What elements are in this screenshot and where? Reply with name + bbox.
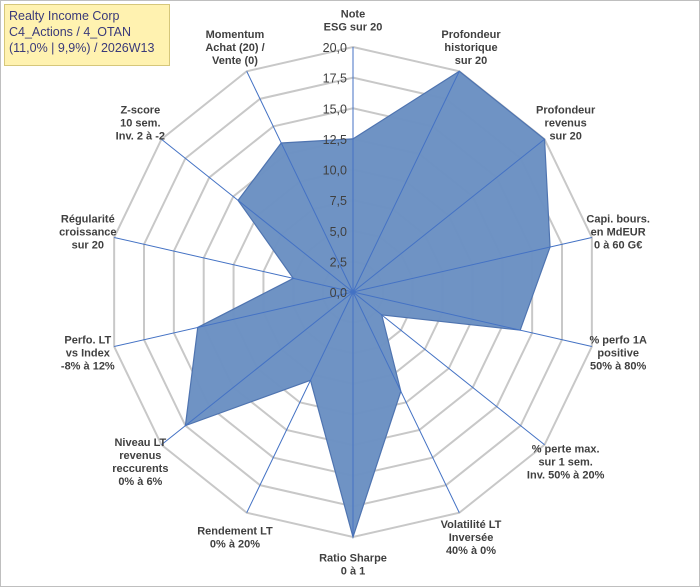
axis-label-line: reccurents: [112, 463, 168, 475]
axis-spoke: [161, 291, 354, 446]
axis-label: Perfo. LT vs Index -8% à 12%: [61, 335, 115, 373]
radial-tick-label: 2,5: [330, 255, 347, 269]
axis-label-line: Ratio Sharpe: [319, 553, 387, 565]
axis-label-line: 0% à 6%: [118, 476, 162, 488]
axis-spoke: [352, 71, 460, 293]
axis-label-line: 0 à 60 G€: [594, 239, 642, 251]
axis-spoke: [161, 138, 354, 293]
tick-layer: 0,0 2,5 5,0 7,5 10,0 12,5 15,0 17,5 20,0: [323, 41, 347, 300]
axis-spoke: [246, 291, 354, 513]
axis-label: Profondeur historique sur 20: [441, 29, 501, 67]
axis-label-line: en MdEUR: [591, 226, 646, 238]
axis-label: Z-score 10 sem. Inv. 2 à -2: [116, 104, 165, 142]
axis-label-line: 10 sem.: [120, 117, 160, 129]
axis-spoke: [352, 291, 592, 348]
axis-label-line: revenus: [119, 450, 161, 462]
axis-label-line: positive: [597, 348, 639, 360]
axis-label-line: Volatilité LT: [441, 519, 502, 531]
axis-label-line: Inv. 2 à -2: [116, 130, 165, 142]
axis-label-line: Profondeur: [536, 104, 596, 116]
axis-spoke: [114, 236, 354, 293]
axis-label-line: 0% à 20%: [210, 539, 260, 551]
axis-label-line: Perfo. LT: [64, 335, 111, 347]
axis-spoke: [352, 138, 545, 293]
axis-label: Profondeur revenus sur 20: [536, 104, 596, 142]
title-line: Realty Income Corp: [9, 9, 120, 23]
axis-spoke: [352, 236, 592, 293]
axis-label-line: Inv. 50% à 20%: [527, 470, 605, 482]
radial-tick-label: 5,0: [330, 225, 347, 239]
radial-tick-label: 20,0: [323, 41, 347, 55]
axis-label: Momentum Achat (20) / Vente (0): [205, 29, 264, 67]
axis-label-line: vs Index: [66, 348, 111, 360]
axis-label: Rendement LT 0% à 20%: [197, 526, 273, 551]
axis-label-line: Capi. bours.: [586, 213, 650, 225]
axis-label-line: croissance: [59, 226, 116, 238]
axis-label: Volatilité LT Inversée 40% à 0%: [441, 519, 502, 557]
title-box: Realty Income Corp C4_Actions / 4_OTAN (…: [4, 4, 170, 66]
axis-label-line: Profondeur: [441, 29, 501, 41]
axis-label-line: Momentum: [206, 29, 265, 41]
axis-label-line: Régularité: [61, 213, 115, 225]
axis-label-line: Rendement LT: [197, 526, 273, 538]
radial-tick-label: 12,5: [323, 133, 347, 147]
radial-tick-label: 15,0: [323, 102, 347, 116]
axis-label-line: Inversée: [449, 532, 494, 544]
axis-label-line: sur 20: [549, 130, 581, 142]
axis-spoke: [114, 291, 354, 348]
spoke-layer: [114, 47, 592, 537]
axis-label: Régularité croissance sur 20: [59, 213, 116, 251]
axis-label-line: sur 20: [72, 239, 104, 251]
axis-label-line: historique: [444, 42, 497, 54]
axis-label: Ratio Sharpe 0 à 1: [319, 553, 387, 578]
axis-label: Niveau LT revenus reccurents 0% à 6%: [112, 437, 168, 488]
radial-tick-label: 7,5: [330, 194, 347, 208]
axis-label-line: 50% à 80%: [590, 361, 646, 373]
period-line: (11,0% | 9,9%) / 2026W13: [9, 41, 155, 55]
axis-label-line: Achat (20) /: [205, 42, 264, 54]
axis-label: Capi. bours. en MdEUR 0 à 60 G€: [586, 213, 650, 251]
axis-label-line: Niveau LT: [114, 437, 166, 449]
axis-label-line: 0 à 1: [341, 566, 365, 578]
radial-tick-label: 10,0: [323, 164, 347, 178]
axis-label-line: % perfo 1A: [589, 335, 647, 347]
radial-tick-label: 17,5: [323, 72, 347, 86]
subtitle-line: C4_Actions / 4_OTAN: [9, 25, 132, 39]
axis-label-line: sur 1 sem.: [538, 457, 592, 469]
axis-label-line: Z-score: [120, 104, 160, 116]
axis-label-line: 40% à 0%: [446, 545, 496, 557]
axis-label-line: sur 20: [455, 55, 487, 67]
axis-label-line: revenus: [545, 117, 587, 129]
axis-label-line: ESG sur 20: [324, 22, 383, 34]
axis-spoke: [246, 71, 354, 293]
axis-label-line: Vente (0): [212, 55, 258, 67]
axis-spoke: [352, 291, 460, 513]
axis-label-line: -8% à 12%: [61, 361, 115, 373]
axis-label-line: % perte max.: [532, 444, 600, 456]
axis-label: % perfo 1A positive 50% à 80%: [589, 335, 647, 373]
axis-spoke: [352, 291, 545, 446]
axis-label-line: Note: [341, 9, 365, 21]
axis-label: Note ESG sur 20: [324, 9, 383, 34]
axis-label: % perte max. sur 1 sem. Inv. 50% à 20%: [527, 444, 605, 482]
radial-tick-label: 0,0: [330, 286, 347, 300]
